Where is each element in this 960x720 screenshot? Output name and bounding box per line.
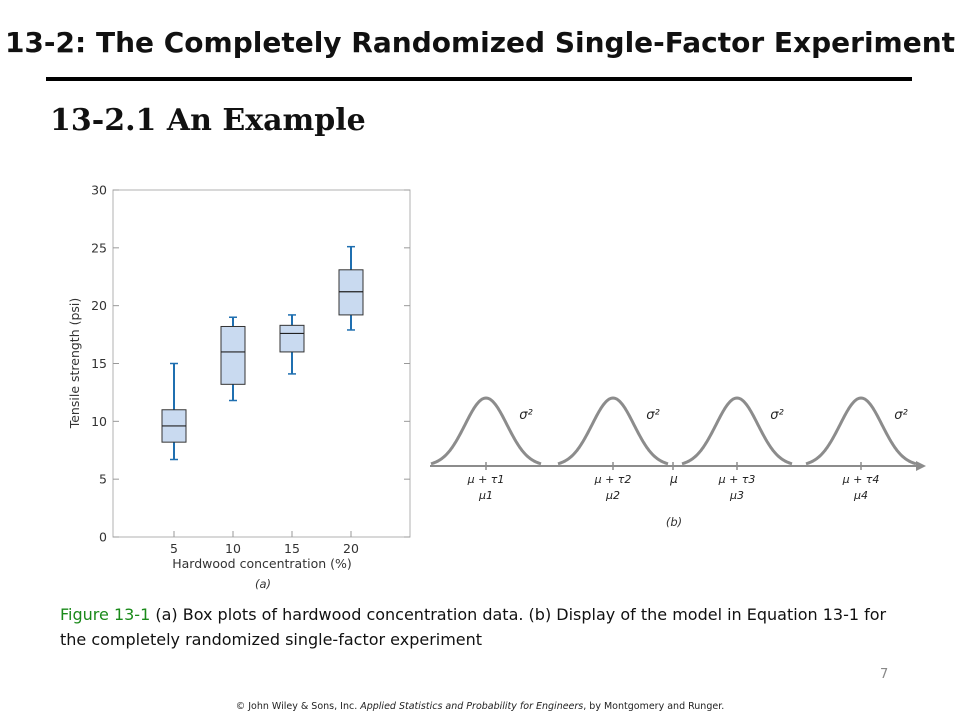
mean-label: μ + τ2 xyxy=(594,473,632,486)
y-tick-label: 15 xyxy=(91,356,107,371)
x-tick-label: 10 xyxy=(225,541,241,556)
caption-label: Figure 13-1 xyxy=(60,605,151,624)
x-tick-label: 15 xyxy=(284,541,300,556)
y-tick-label: 0 xyxy=(99,530,107,545)
x-tick-label: 20 xyxy=(343,541,359,556)
box-5 xyxy=(161,362,187,461)
model-diagram-panel: σ² μ + τ1 μ1 σ² μ + τ2 μ2 σ² μ + τ3 μ3 σ² μ + τ4 μ4… xyxy=(430,396,926,529)
variance-label: σ² xyxy=(894,408,907,423)
group-mean-label: μ1 xyxy=(478,489,493,502)
normal-curve xyxy=(557,396,669,466)
x-tick-label: 5 xyxy=(170,541,178,556)
y-tick-label: 20 xyxy=(91,298,107,313)
y-tick-label: 30 xyxy=(91,183,107,198)
box-body xyxy=(220,325,246,385)
distribution-4: σ² μ + τ4 μ4 xyxy=(805,396,917,502)
plot-frame xyxy=(112,189,411,538)
footer-suffix: , by Montgomery and Runger. xyxy=(583,701,725,712)
group-mean-label: μ4 xyxy=(853,489,868,502)
slide-title: 13-2: The Completely Randomized Single-F… xyxy=(4,26,956,59)
distribution-3: σ² μ + τ3 μ3 xyxy=(681,396,793,502)
box-20 xyxy=(338,245,364,331)
mean-label: μ + τ3 xyxy=(718,473,756,486)
group-mean-label: μ3 xyxy=(729,489,744,502)
normal-curve xyxy=(681,396,793,466)
title-underline xyxy=(46,77,912,81)
box-15 xyxy=(279,314,305,375)
variance-label: σ² xyxy=(519,408,532,423)
variance-label: σ² xyxy=(770,408,783,423)
group-mean-label: μ2 xyxy=(605,489,620,502)
footer-book-title: Applied Statistics and Probability for E… xyxy=(360,701,584,712)
copyright-footer: © John Wiley & Sons, Inc. Applied Statis… xyxy=(0,701,960,712)
figure-caption: Figure 13-1 (a) Box plots of hardwood co… xyxy=(60,602,910,652)
panel-label-a: (a) xyxy=(255,577,271,591)
mean-label: μ + τ1 xyxy=(467,473,505,486)
x-axis-label: Hardwood concentration (%) xyxy=(172,556,352,571)
distribution-2: σ² μ + τ2 μ2 xyxy=(557,396,669,502)
y-tick-label: 25 xyxy=(91,240,107,255)
caption-text: (a) Box plots of hardwood concentration … xyxy=(60,605,887,649)
overall-mean-label: μ xyxy=(669,472,678,486)
y-tick-label: 10 xyxy=(91,414,107,429)
panel-label-b: (b) xyxy=(666,515,682,529)
normal-curve xyxy=(805,396,917,466)
box-body xyxy=(279,324,305,353)
axis-arrow-icon xyxy=(916,461,926,471)
page-number: 7 xyxy=(880,667,889,682)
distribution-1: σ² μ + τ1 μ1 xyxy=(430,396,542,502)
y-axis-label: Tensile strength (psi) xyxy=(67,298,82,430)
variance-label: σ² xyxy=(646,408,659,423)
mean-label: μ + τ4 xyxy=(842,473,880,486)
section-heading: 13-2.1 An Example xyxy=(50,103,366,138)
footer-prefix: © John Wiley & Sons, Inc. xyxy=(235,701,361,712)
normal-curve xyxy=(430,396,542,466)
box-10 xyxy=(220,316,246,402)
y-tick-label: 5 xyxy=(99,472,107,487)
